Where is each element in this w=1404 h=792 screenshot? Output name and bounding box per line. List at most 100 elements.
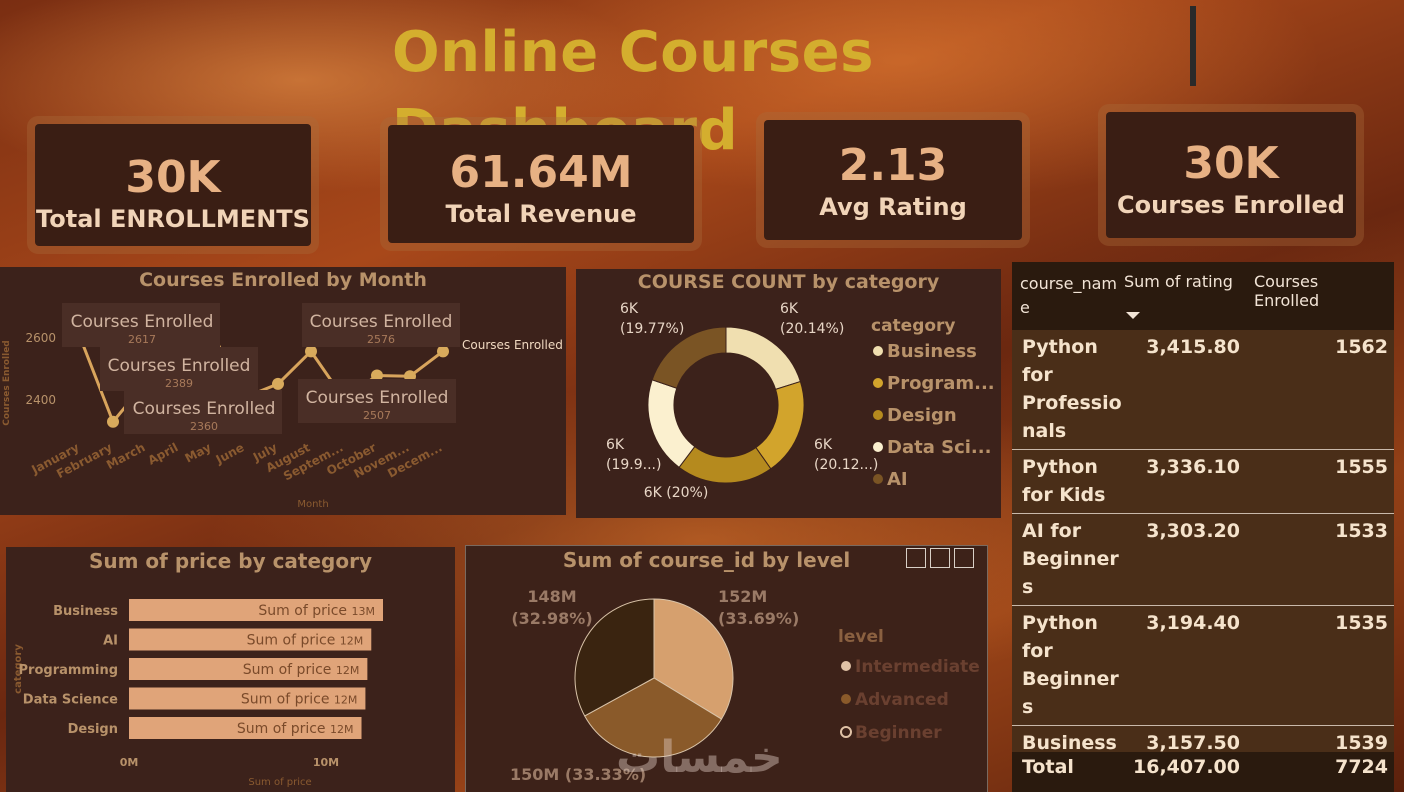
tooltip-label: Courses Enrolled bbox=[306, 388, 449, 408]
table-row[interactable]: Python for Professio nals 3,415.80 1562 bbox=[1012, 330, 1394, 450]
kpi-total-revenue[interactable]: 61.64M Total Revenue bbox=[388, 125, 694, 243]
category-donut-chart[interactable]: COURSE COUNT by category 6K (20.14%) 6K (20… bbox=[576, 269, 1001, 518]
bar[interactable] bbox=[129, 687, 366, 710]
more-options-icon[interactable] bbox=[954, 548, 974, 568]
legend-marker bbox=[873, 346, 883, 356]
focus-mode-icon[interactable] bbox=[930, 548, 950, 568]
visual-header-icons bbox=[906, 548, 974, 568]
donut-data-label: 6K bbox=[606, 437, 625, 453]
y-tick-label: 2600 bbox=[25, 331, 56, 345]
donut-slice[interactable] bbox=[755, 380, 805, 470]
column-header-course-name[interactable]: course_nam e bbox=[1020, 274, 1118, 317]
legend-title: level bbox=[838, 627, 884, 647]
filter-icon[interactable] bbox=[906, 548, 926, 568]
level-pie-chart[interactable]: Sum of course_id by level 152M (33.69%) 15… bbox=[465, 545, 988, 792]
legend-marker bbox=[841, 661, 851, 671]
chart-title: Sum of course_id by level bbox=[562, 548, 851, 572]
pie-slice[interactable] bbox=[574, 598, 655, 717]
table-row[interactable]: Python for Kids 3,336.10 1555 bbox=[1012, 450, 1394, 514]
kpi-value: 30K bbox=[125, 152, 221, 203]
cell-course-name: AI for Beginner s bbox=[1022, 520, 1119, 598]
bar[interactable] bbox=[129, 628, 372, 651]
data-point[interactable] bbox=[272, 377, 284, 390]
data-point[interactable] bbox=[437, 345, 449, 358]
monthly-line-chart[interactable]: Courses Enrolled by Month Courses Enroll… bbox=[0, 267, 566, 515]
kpi-label: Avg Rating bbox=[819, 193, 967, 221]
legend-item[interactable]: Intermediate bbox=[855, 657, 980, 677]
donut-slice[interactable] bbox=[651, 326, 727, 389]
tooltip-value: 2507 bbox=[363, 409, 391, 422]
y-axis-label: category bbox=[13, 644, 24, 694]
tooltip-box bbox=[124, 390, 282, 434]
donut-data-label: (19.77%) bbox=[620, 321, 684, 337]
watermark-logo: خمسات bbox=[616, 732, 783, 783]
bar[interactable] bbox=[129, 717, 362, 739]
kpi-label: Total Revenue bbox=[445, 200, 637, 228]
chart-title: COURSE COUNT by category bbox=[637, 271, 940, 293]
legend-marker bbox=[841, 694, 851, 704]
cell-course-name: Python for Kids bbox=[1022, 456, 1106, 506]
table-total-row: Total 16,407.00 7724 bbox=[1012, 752, 1394, 792]
tooltip-box bbox=[298, 379, 456, 423]
legend-item[interactable]: Data Sci... bbox=[887, 437, 991, 458]
x-tick-label: 0M bbox=[120, 756, 139, 769]
pie-slice[interactable] bbox=[653, 598, 734, 720]
kpi-value: 30K bbox=[1183, 138, 1279, 189]
tooltip-label: Courses Enrolled bbox=[71, 312, 214, 332]
cell-courses-enrolled: 1555 bbox=[1335, 456, 1388, 478]
tooltip-value: 2389 bbox=[165, 377, 193, 390]
legend-marker bbox=[873, 378, 883, 388]
x-axis-label: Month bbox=[297, 499, 328, 510]
cell-courses-enrolled: 1535 bbox=[1335, 612, 1388, 634]
pie-data-label: (33.69%) bbox=[718, 609, 799, 628]
y-tick-label: 2400 bbox=[25, 393, 56, 407]
kpi-value: 61.64M bbox=[449, 147, 633, 198]
legend-marker bbox=[873, 410, 883, 420]
kpi-courses-enrolled[interactable]: 30K Courses Enrolled bbox=[1106, 112, 1356, 238]
y-tick-label: AI bbox=[103, 634, 118, 649]
course-table[interactable]: course_nam e Sum of rating Courses Enrol… bbox=[1012, 262, 1394, 792]
data-point[interactable] bbox=[371, 369, 383, 382]
bar-data-label: Sum of price 13M bbox=[258, 603, 375, 619]
table-header: course_nam e Sum of rating Courses Enrol… bbox=[1012, 262, 1394, 330]
table-row[interactable]: Python for Beginner s 3,194.40 1535 bbox=[1012, 606, 1394, 726]
column-header-courses-enrolled[interactable]: Courses Enrolled bbox=[1254, 272, 1320, 310]
pie-chart-svg: 152M (33.69%) 150M (33.33%) 148M (32.98%) le… bbox=[510, 587, 980, 784]
cell-courses-enrolled: 1539 bbox=[1335, 732, 1388, 754]
legend-item[interactable]: AI bbox=[887, 469, 908, 490]
donut-slice[interactable] bbox=[647, 379, 696, 469]
data-point[interactable] bbox=[305, 345, 317, 358]
legend-item[interactable]: Program... bbox=[887, 373, 995, 394]
donut-data-label: 6K bbox=[780, 301, 799, 317]
legend-item[interactable]: Business bbox=[887, 341, 977, 362]
pie-data-label: 150M (33.33%) bbox=[510, 765, 646, 784]
bar[interactable] bbox=[129, 599, 383, 621]
kpi-avg-rating[interactable]: 2.13 Avg Rating bbox=[764, 120, 1022, 240]
bar-data-label: Sum of price 12M bbox=[237, 721, 354, 737]
data-point[interactable] bbox=[107, 415, 119, 428]
donut-data-label: (20.12...) bbox=[814, 457, 878, 473]
legend-item[interactable]: Design bbox=[887, 405, 957, 426]
kpi-total-enrollments[interactable]: 30K Total ENROLLMENTS bbox=[35, 124, 311, 246]
donut-slice[interactable] bbox=[678, 445, 772, 484]
legend-item[interactable]: Advanced bbox=[855, 690, 949, 710]
pie-data-label: 148M bbox=[527, 587, 576, 606]
x-tick-label: May bbox=[183, 440, 214, 465]
column-header-sum-of-rating[interactable]: Sum of rating bbox=[1124, 272, 1233, 291]
cell-sum-of-rating: 3,336.10 bbox=[1146, 456, 1240, 478]
tooltip-label: Courses Enrolled bbox=[133, 399, 276, 419]
cell-course-name: Python for Beginner s bbox=[1022, 612, 1119, 718]
sort-desc-icon[interactable] bbox=[1126, 312, 1140, 319]
pie-data-label: 152M bbox=[718, 587, 767, 606]
bar-data-label: Sum of price 12M bbox=[243, 662, 360, 678]
cell-course-name: Python for Professio nals bbox=[1022, 336, 1122, 442]
price-bar-chart[interactable]: Sum of price by category category Busine… bbox=[6, 547, 455, 792]
legend-marker bbox=[873, 442, 883, 452]
x-tick-label: June bbox=[213, 440, 247, 467]
title-divider bbox=[1190, 6, 1196, 86]
table-row[interactable]: AI for Beginner s 3,303.20 1533 bbox=[1012, 514, 1394, 606]
chart-title: Courses Enrolled by Month bbox=[139, 269, 427, 291]
legend-item[interactable]: Beginner bbox=[855, 723, 942, 743]
tooltip-box bbox=[62, 303, 220, 347]
bar[interactable] bbox=[129, 658, 368, 680]
